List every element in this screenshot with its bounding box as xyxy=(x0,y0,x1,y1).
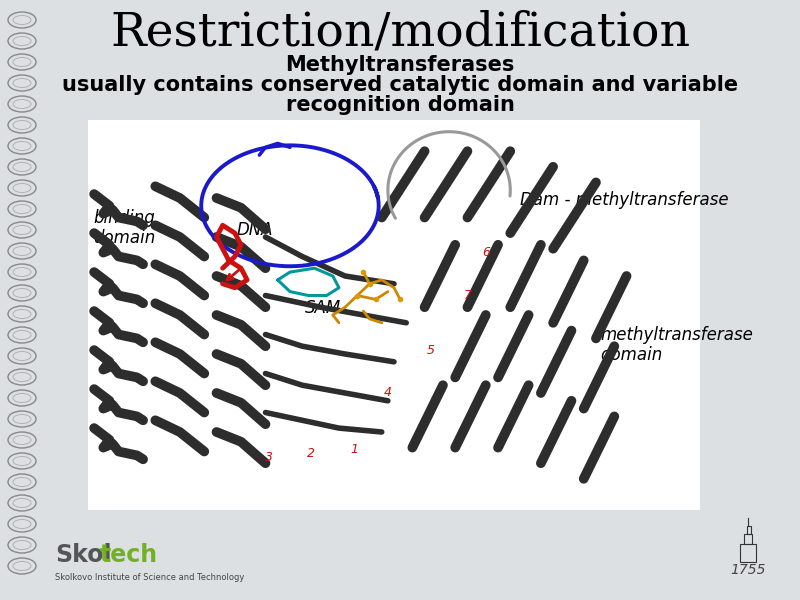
Text: 4: 4 xyxy=(384,386,392,400)
Bar xyxy=(744,534,752,544)
Text: recognition domain: recognition domain xyxy=(286,95,514,115)
Text: methyltransferase
domain: methyltransferase domain xyxy=(600,326,753,364)
Text: 2: 2 xyxy=(307,447,315,460)
Text: 7: 7 xyxy=(463,289,471,302)
Text: Skol: Skol xyxy=(55,543,112,567)
Text: 1755: 1755 xyxy=(730,563,766,577)
Text: Methyltransferases: Methyltransferases xyxy=(286,55,514,75)
Text: Dam - methyltransferase: Dam - methyltransferase xyxy=(520,191,729,209)
Text: Skolkovo Institute of Science and Technology: Skolkovo Institute of Science and Techno… xyxy=(55,574,244,583)
Text: Restriction/modification: Restriction/modification xyxy=(110,10,690,56)
Text: 5: 5 xyxy=(426,344,434,356)
Bar xyxy=(88,120,700,510)
Text: 6: 6 xyxy=(482,246,490,259)
Bar xyxy=(747,526,751,534)
Bar xyxy=(740,544,756,562)
Text: 3: 3 xyxy=(265,451,273,464)
Text: binding
domain: binding domain xyxy=(93,209,155,247)
Text: DNA: DNA xyxy=(237,221,274,239)
Text: tech: tech xyxy=(100,543,158,567)
Text: usually contains conserved catalytic domain and variable: usually contains conserved catalytic dom… xyxy=(62,75,738,95)
Text: SAM: SAM xyxy=(305,299,342,317)
Text: 1: 1 xyxy=(350,443,358,456)
